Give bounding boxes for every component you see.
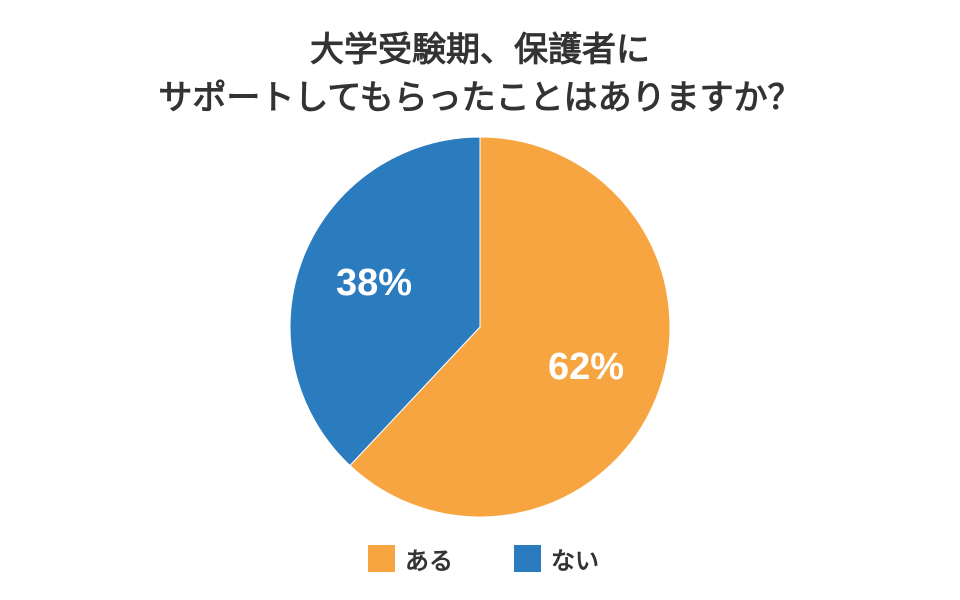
pie-slice-nai [289, 136, 481, 467]
legend-label-aru: ある [405, 546, 453, 575]
chart-title: 大学受験期、保護者に サポートしてもらったことはありますか？ [0, 26, 960, 122]
pie-label-aru: 62% [548, 346, 624, 388]
chart-title-line-1: 大学受験期、保護者に [310, 30, 650, 70]
legend-item-nai: ない [514, 542, 599, 575]
legend-item-aru: ある [368, 542, 453, 575]
pie-label-nai: 38% [336, 262, 412, 304]
legend-swatch-nai [514, 544, 541, 572]
chart-title-line-2: サポートしてもらったことはありますか？ [158, 78, 802, 118]
legend-swatch-aru [368, 544, 395, 572]
pie-slice-aru [349, 136, 671, 518]
legend-label-nai: ない [551, 546, 599, 575]
legend: ある ない [0, 542, 960, 575]
